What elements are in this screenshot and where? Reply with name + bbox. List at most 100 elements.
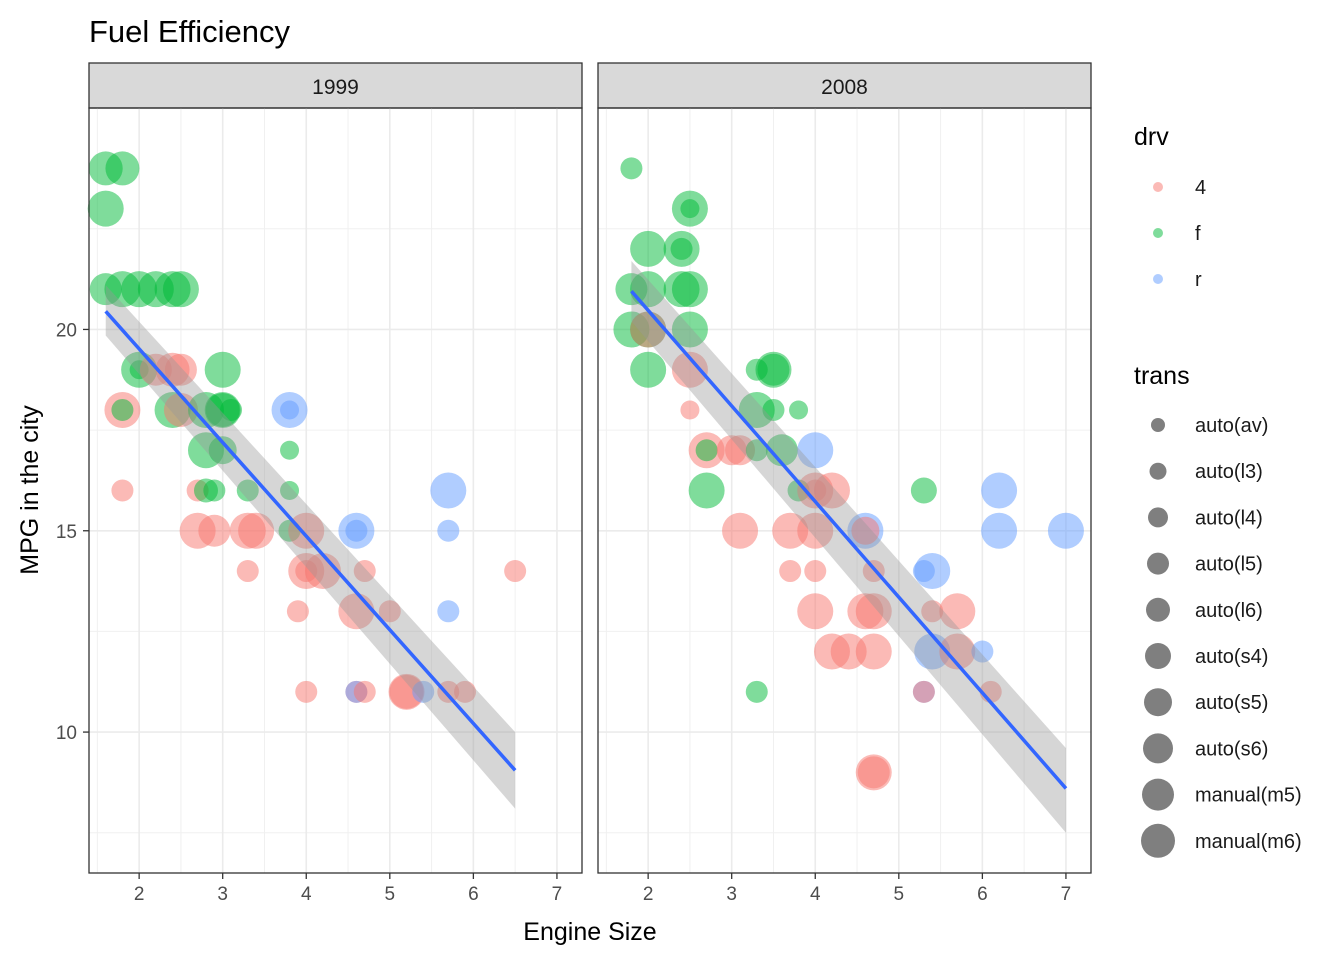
y-tick-label: 10 bbox=[56, 723, 77, 744]
x-tick-label: 3 bbox=[217, 884, 228, 905]
data-point bbox=[162, 271, 199, 308]
data-point bbox=[971, 640, 994, 663]
data-point bbox=[163, 392, 198, 427]
data-point bbox=[295, 680, 318, 703]
data-point bbox=[939, 633, 976, 670]
smooth-line bbox=[630, 290, 1068, 790]
data-point bbox=[111, 479, 134, 502]
data-point bbox=[765, 434, 798, 467]
data-point bbox=[87, 190, 124, 227]
data-point bbox=[738, 391, 775, 428]
legend-trans-title: trans bbox=[1134, 362, 1190, 390]
chart-title: Fuel Efficiency bbox=[89, 14, 291, 49]
panel-1999: 1999 2 3 4 5 6 7 10 15 20 bbox=[56, 62, 583, 905]
data-point bbox=[280, 400, 300, 420]
legend-trans-key bbox=[1148, 507, 1168, 528]
legend-drv-title: drv bbox=[1134, 123, 1169, 151]
legend-drv-key bbox=[1153, 228, 1163, 238]
legend-trans-key bbox=[1144, 688, 1172, 717]
data-point bbox=[680, 199, 700, 219]
data-point bbox=[688, 472, 725, 509]
legend-trans-label: auto(s5) bbox=[1195, 692, 1268, 714]
x-tick-label: 4 bbox=[301, 884, 312, 905]
panel-border bbox=[597, 107, 1092, 874]
data-point bbox=[722, 512, 759, 549]
data-point bbox=[981, 512, 1018, 549]
data-point bbox=[910, 477, 937, 504]
data-point bbox=[745, 439, 768, 462]
legend-trans-key bbox=[1142, 778, 1174, 811]
data-point bbox=[671, 271, 708, 308]
legend-trans-label: auto(l5) bbox=[1195, 554, 1263, 576]
y-tick-label: 15 bbox=[56, 522, 77, 543]
x-tick-label: 6 bbox=[977, 884, 988, 905]
legend-trans-label: manual(m5) bbox=[1195, 785, 1302, 807]
smooth-ribbon bbox=[105, 285, 516, 809]
legend-trans-key bbox=[1146, 597, 1170, 622]
data-point bbox=[797, 512, 834, 549]
legend-trans-label: manual(m6) bbox=[1195, 831, 1302, 853]
data-point bbox=[981, 472, 1018, 509]
legend-drv-key bbox=[1153, 182, 1163, 192]
x-tick-label: 2 bbox=[643, 884, 654, 905]
data-point bbox=[912, 680, 935, 703]
legend-trans-label: auto(l3) bbox=[1195, 461, 1263, 483]
facet-strip bbox=[597, 62, 1092, 109]
data-point bbox=[772, 512, 809, 549]
data-point bbox=[437, 600, 460, 623]
data-point bbox=[671, 351, 708, 388]
x-tick-label: 7 bbox=[552, 884, 563, 905]
data-point bbox=[208, 436, 237, 465]
facet-label: 1999 bbox=[312, 76, 359, 99]
data-point bbox=[164, 353, 197, 386]
data-point bbox=[620, 157, 643, 180]
data-point bbox=[88, 151, 123, 186]
panel-2008: 2008 2 3 4 5 6 7 bbox=[597, 62, 1092, 905]
data-point bbox=[437, 519, 460, 542]
data-point bbox=[921, 600, 944, 623]
data-point bbox=[198, 514, 231, 547]
data-point bbox=[914, 553, 951, 590]
legend-trans-key bbox=[1147, 552, 1169, 575]
x-tick-label: 6 bbox=[468, 884, 479, 905]
data-point bbox=[830, 633, 867, 670]
x-tick-label: 5 bbox=[894, 884, 905, 905]
legend-trans-label: auto(s4) bbox=[1195, 646, 1268, 668]
x-tick-label: 2 bbox=[134, 884, 145, 905]
legend-trans-key bbox=[1151, 418, 1165, 432]
data-point bbox=[851, 516, 880, 545]
x-tick-label: 3 bbox=[726, 884, 737, 905]
data-point bbox=[725, 435, 756, 466]
smooth-ribbon bbox=[631, 261, 1066, 833]
legend-trans-label: auto(l6) bbox=[1195, 600, 1263, 622]
data-point bbox=[813, 472, 850, 509]
data-point bbox=[353, 560, 376, 583]
data-point bbox=[797, 593, 834, 630]
x-tick-label: 5 bbox=[385, 884, 396, 905]
smooth-line bbox=[104, 310, 517, 772]
data-point bbox=[695, 439, 718, 462]
facet-label: 2008 bbox=[821, 76, 868, 99]
data-point bbox=[430, 472, 467, 509]
legend-trans-key bbox=[1145, 643, 1171, 669]
data-point bbox=[454, 680, 477, 703]
legend-trans-key bbox=[1143, 733, 1173, 764]
facet-strip bbox=[88, 62, 583, 109]
legend-trans-key bbox=[1149, 462, 1167, 480]
data-point bbox=[220, 398, 243, 421]
legend-trans-label: auto(l4) bbox=[1195, 507, 1263, 529]
data-point bbox=[353, 680, 376, 703]
data-point bbox=[630, 351, 667, 388]
data-point bbox=[779, 560, 802, 583]
x-tick-label: 7 bbox=[1061, 884, 1072, 905]
legend-drv-label: r bbox=[1195, 269, 1202, 291]
data-point bbox=[671, 311, 708, 348]
data-point bbox=[345, 519, 368, 542]
data-point bbox=[378, 600, 401, 623]
legend-drv-key bbox=[1153, 274, 1163, 284]
data-point bbox=[797, 432, 834, 469]
data-point bbox=[804, 560, 827, 583]
data-point bbox=[304, 553, 341, 590]
